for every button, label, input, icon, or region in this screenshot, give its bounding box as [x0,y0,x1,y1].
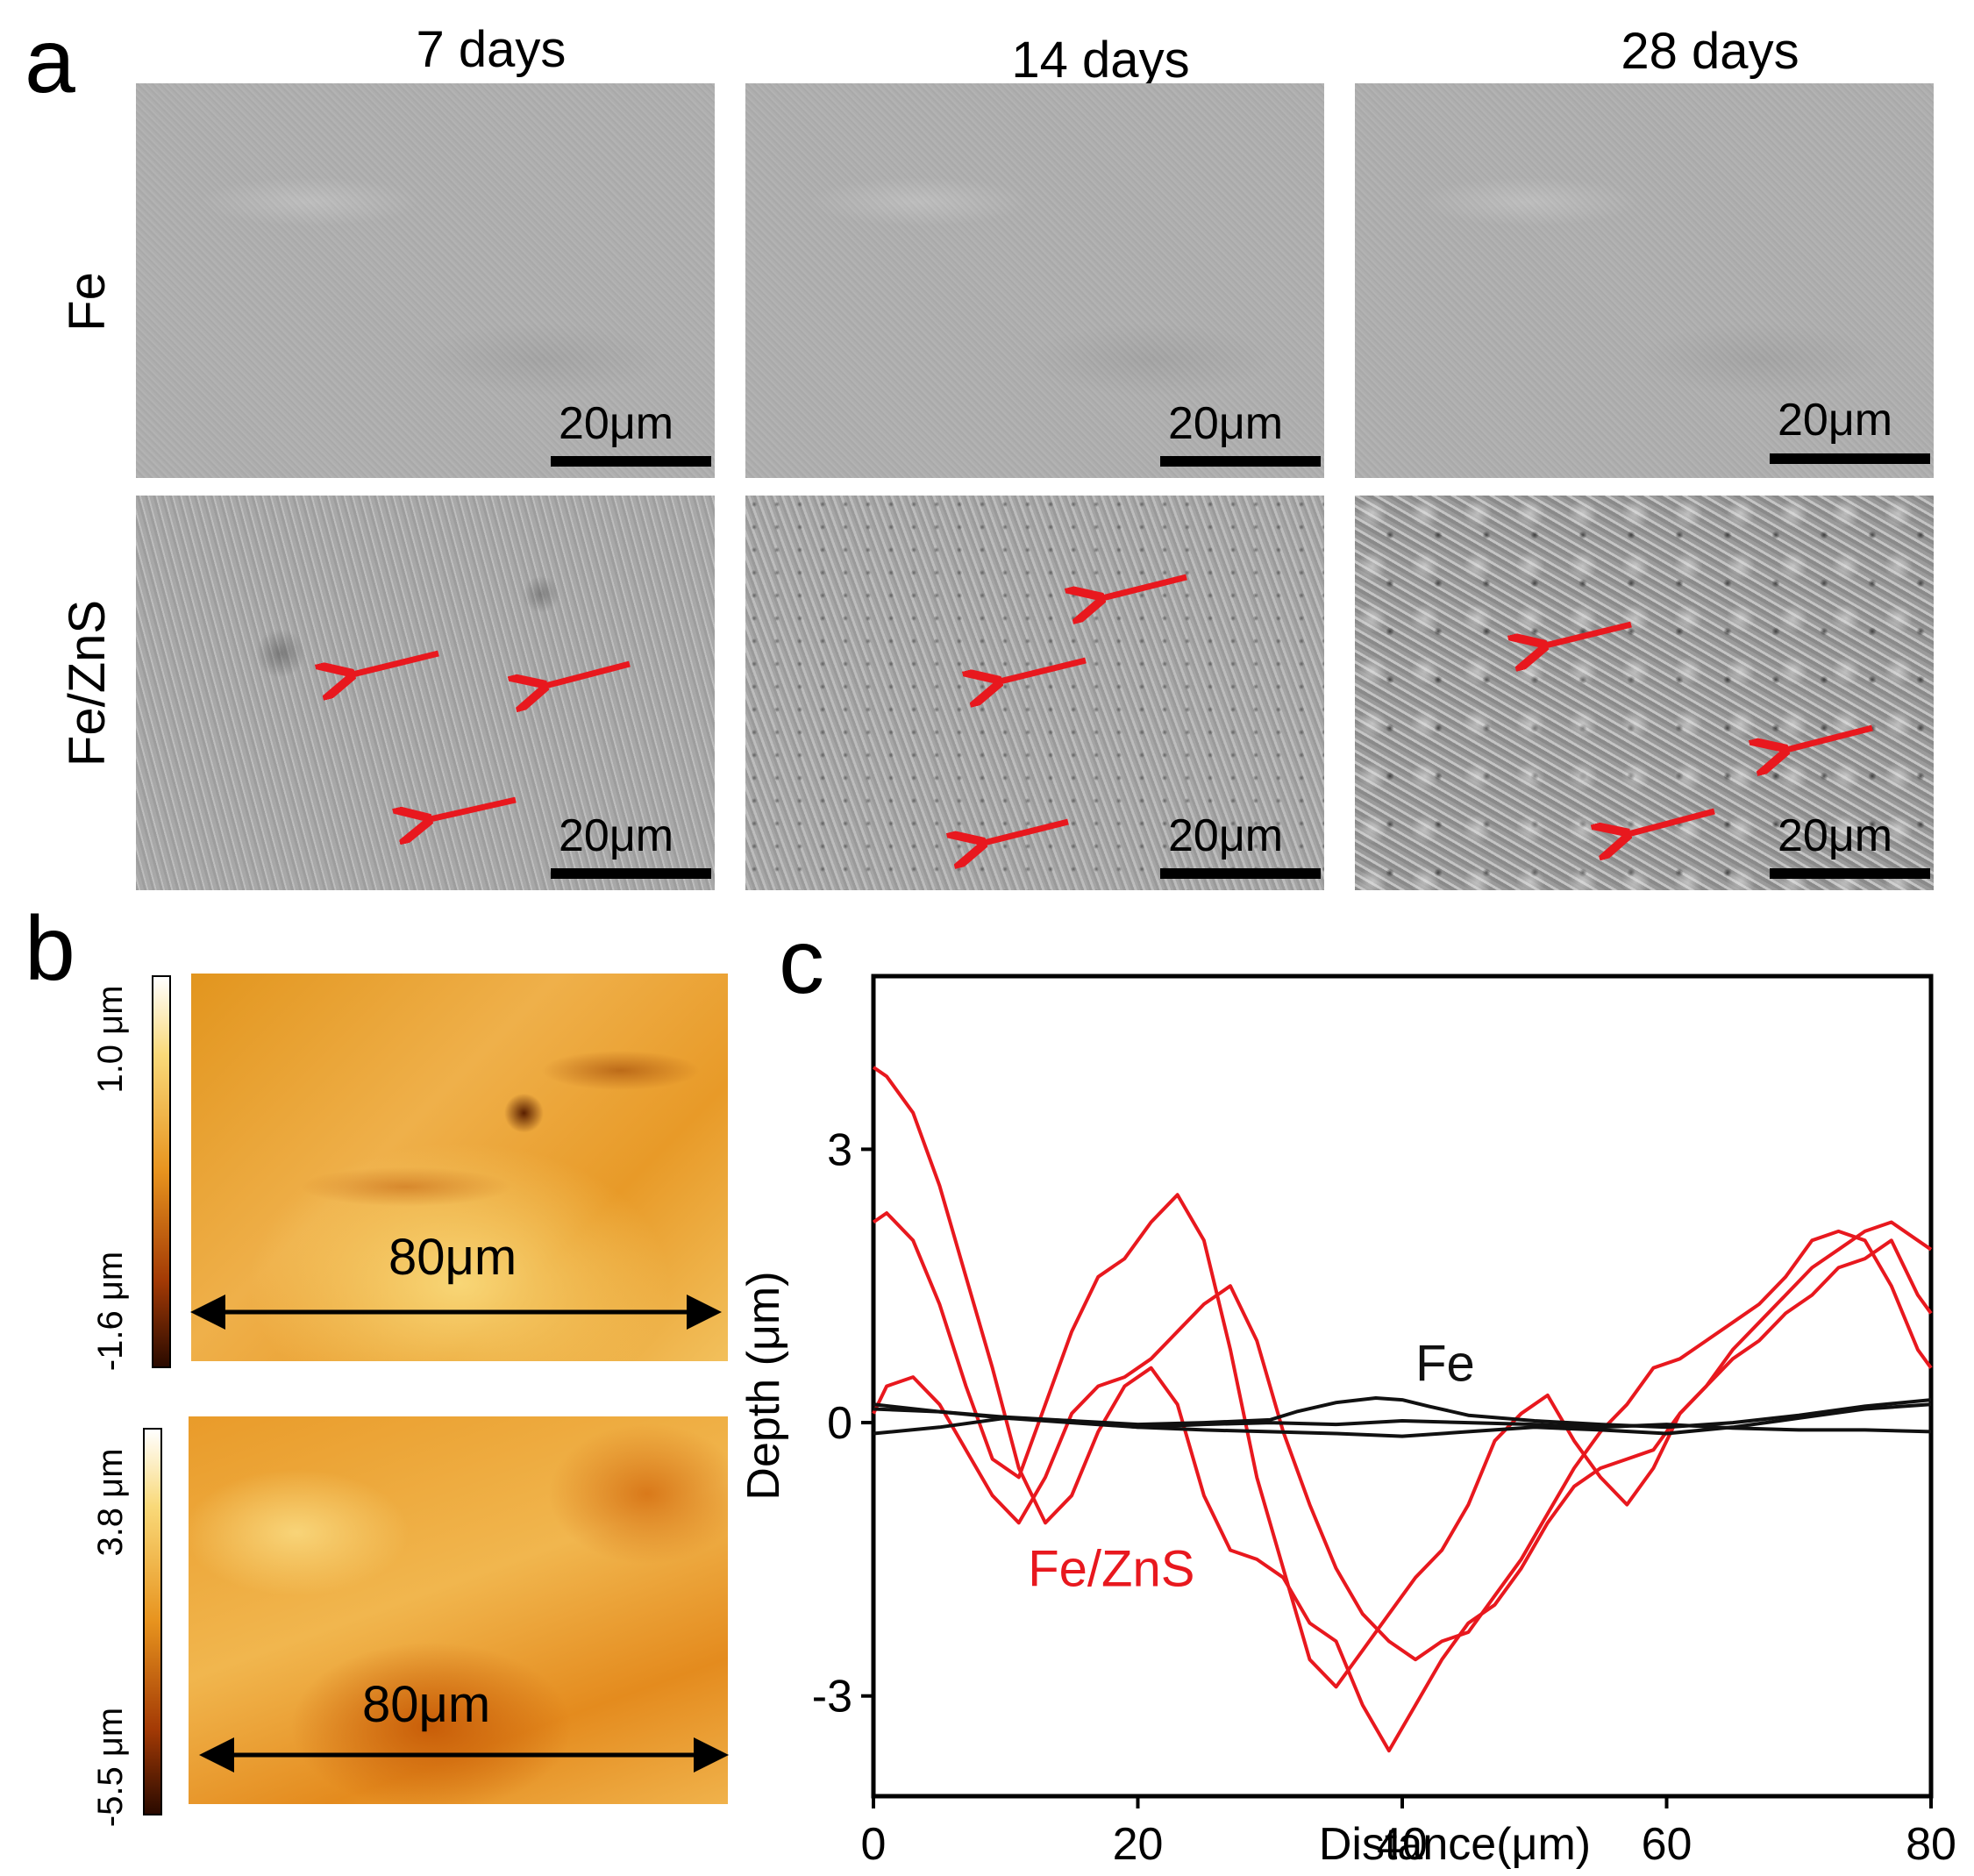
series-line-fe-zns-1 [872,1193,1933,1689]
scale-bar [551,456,711,467]
scale-label: 20μm [1168,810,1284,861]
y-tick-label: 0 [827,1398,852,1449]
x-tick-label: 40 [1377,1819,1428,1870]
series-line-fe-zns-0 [872,1066,1933,1753]
scale-bar [551,868,711,879]
panel-c-letter: c [779,911,824,1013]
y-tick-label: -3 [812,1672,852,1723]
arrow [1783,724,1873,751]
scale-label: 20μm [1778,395,1893,446]
arrow [996,657,1087,682]
sem-image-fe-28-days: 20μm [1355,83,1934,478]
label-fe-zns: Fe/ZnS [1028,1540,1194,1597]
arrow [1099,574,1187,599]
colorbar-fe-zns [143,1428,162,1815]
sem-image-fe-zns-14-days: 20μm [745,496,1324,890]
afm-arrow-overlay [190,1295,729,1773]
arrow [980,818,1069,844]
scale-bar [1770,453,1930,464]
arrow [542,660,631,687]
y-tick-label: 3 [827,1124,852,1175]
x-tick-label: 20 [1113,1819,1164,1870]
scale-label: 20μm [559,810,674,861]
scale-label: 20μm [1168,398,1284,449]
sem-image-fe-zns-28-days: 20μm [1355,496,1934,890]
arrow [426,796,517,820]
column-title-28-days: 28 days [1621,23,1799,80]
panel-a-letter: a [25,11,75,112]
depth-profile-chart: 0 20 40 60 80 3 0 -3 Fe Fe/ZnS Distance(μm) Dep… [738,974,1956,1870]
colorbar-max-label: 1.0 μm [91,985,130,1094]
sem-image-fe-7-days: 20μm [136,83,715,478]
arrow-overlay [0,574,1873,903]
afm-dimension-label: 80μm [388,1229,517,1286]
scale-bar [1770,868,1930,879]
scale-label: 20μm [559,398,674,449]
label-fe: Fe [1415,1336,1475,1393]
x-tick-label: 80 [1906,1819,1956,1870]
arrow [1625,808,1715,835]
plot-frame [871,974,1934,1799]
arrow [1542,621,1632,646]
y-axis-label: Depth (μm) [738,1271,789,1500]
sem-image-fe-14-days: 20μm [745,83,1324,478]
arrow [349,650,439,675]
scale-bar [1160,868,1321,879]
x-tick-label: 0 [861,1819,887,1870]
scale-label: 20μm [1778,810,1893,861]
column-title-14-days: 14 days [1011,32,1190,89]
x-axis-label: Distance(μm) [1319,1819,1591,1870]
series-line-fe-5 [873,1416,1932,1436]
panel-b-letter: b [25,898,75,1000]
x-tick-label: 60 [1642,1819,1693,1870]
afm-dimension-label: 80μm [362,1676,491,1733]
colorbar-fe [152,975,171,1368]
series-line-fe-zns-2 [872,1229,1933,1662]
scale-bar [1160,456,1321,467]
column-title-7-days: 7 days [416,21,567,78]
